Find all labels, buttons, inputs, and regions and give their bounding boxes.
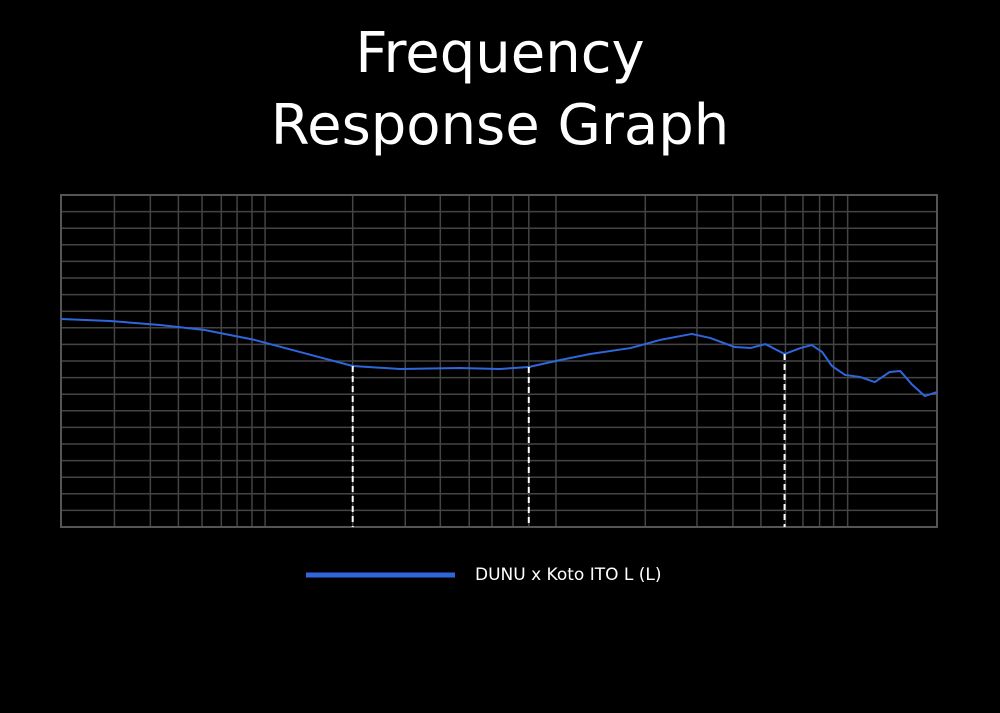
plot-frame [60, 194, 938, 528]
legend-label: DUNU x Koto ITO L (L) [475, 565, 662, 585]
data-line [60, 318, 938, 398]
chart-title: Frequency Response Graph [270, 21, 730, 158]
